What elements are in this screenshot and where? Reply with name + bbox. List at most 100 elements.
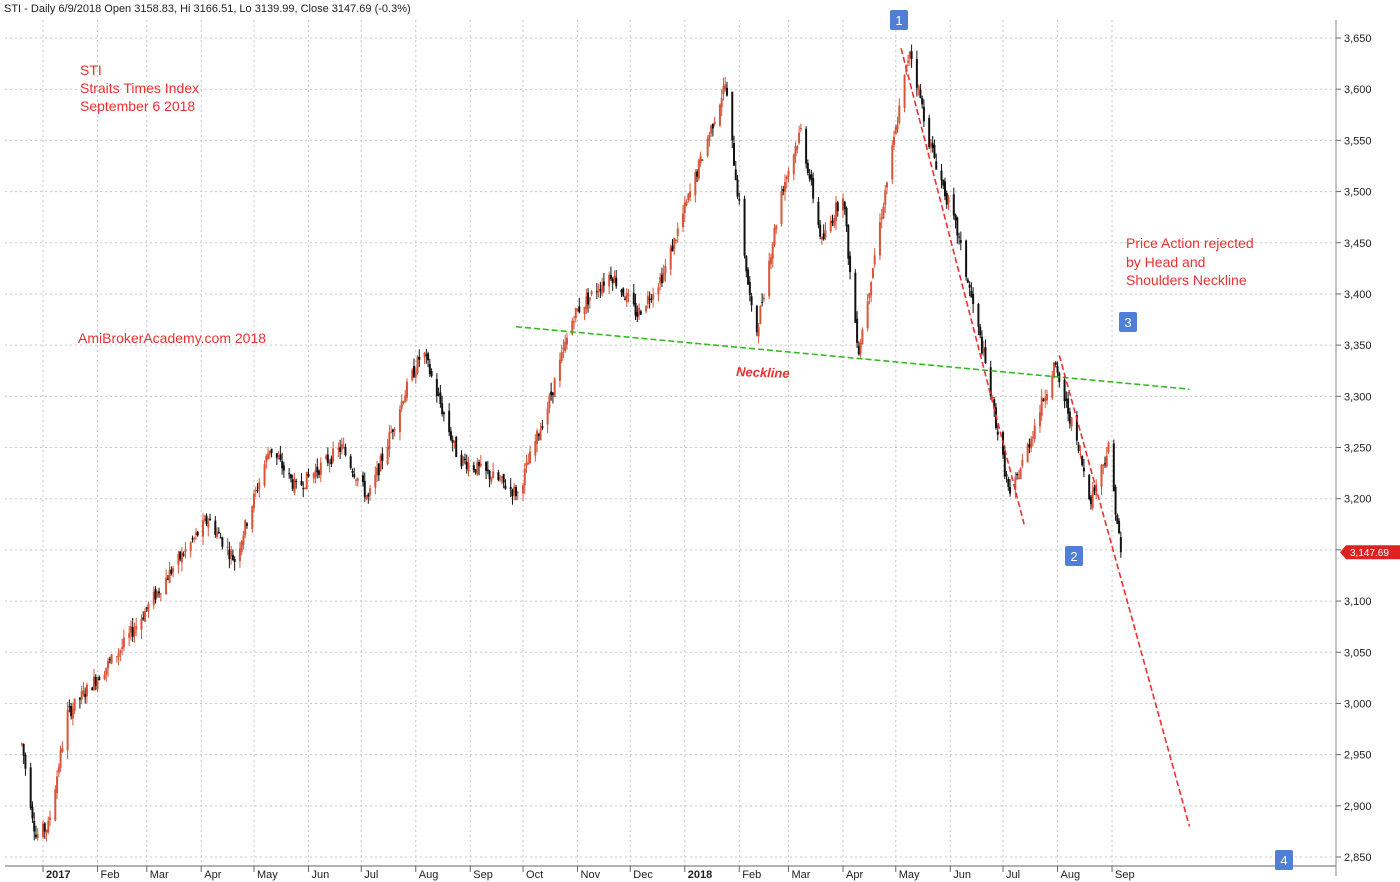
candle-body: [191, 538, 194, 540]
candle-body: [402, 401, 405, 403]
candle-body: [513, 486, 516, 494]
comment-line-2: by Head and: [1126, 254, 1205, 270]
candle-body: [56, 776, 59, 793]
candle-body: [337, 447, 340, 450]
candle-body: [59, 749, 62, 768]
candle-body: [226, 546, 229, 548]
candle-body: [871, 268, 874, 279]
candle-body: [312, 473, 315, 479]
candle-body: [627, 294, 630, 296]
candle-body: [935, 161, 938, 170]
y-tick-label: 3,450: [1344, 238, 1372, 250]
candle-body: [571, 321, 574, 335]
candle-body: [476, 461, 479, 475]
candle-body: [755, 305, 758, 333]
candle-body: [316, 466, 319, 473]
candle-body: [738, 199, 741, 201]
candle-body: [922, 106, 925, 122]
candle-body: [903, 74, 906, 109]
candle-body: [854, 272, 857, 323]
candle-body: [736, 179, 739, 197]
candle-body: [708, 134, 711, 141]
candle-body: [119, 650, 122, 653]
candle-body: [536, 430, 539, 444]
candle-body: [792, 154, 795, 175]
x-tick-label: Jun: [953, 869, 971, 881]
candle-body: [652, 294, 655, 300]
candle-body: [1019, 468, 1022, 479]
candle-body: [110, 654, 113, 664]
marker-label: 1: [895, 13, 902, 28]
candle-body: [748, 281, 751, 296]
marker-label: 4: [1280, 853, 1287, 868]
candle-body: [1116, 515, 1119, 524]
y-tick-label: 3,050: [1344, 647, 1372, 659]
candle-body: [159, 593, 162, 595]
candle-body: [427, 353, 430, 361]
candle-body: [1030, 438, 1033, 449]
marker-label: 2: [1070, 549, 1077, 564]
candle-body: [696, 171, 699, 177]
candle-body: [979, 326, 982, 336]
x-tick-label: Jul: [364, 869, 378, 881]
candle-body: [499, 479, 502, 481]
candle-body: [968, 284, 971, 288]
candle-body: [550, 391, 553, 396]
candle-body: [806, 163, 809, 173]
candle-body: [288, 473, 291, 475]
candle-body: [34, 834, 37, 838]
candle-body: [775, 225, 778, 230]
candle-body: [595, 291, 598, 293]
candle-body: [622, 288, 625, 296]
candle-body: [529, 451, 532, 464]
candle-body: [374, 474, 377, 488]
candle-body: [1053, 362, 1056, 378]
candle-body: [170, 569, 173, 574]
candle-body: [980, 336, 983, 354]
candle-body: [451, 439, 454, 443]
index-title-block: STI Straits Times Index September 6 2018: [80, 62, 199, 114]
candle-body: [342, 446, 345, 448]
candle-body: [525, 462, 528, 466]
candle-body: [1104, 463, 1107, 465]
candle-body: [720, 98, 723, 108]
candle-body: [73, 698, 76, 711]
candle-body: [676, 228, 679, 236]
candle-body: [84, 694, 87, 698]
candle-body: [956, 217, 959, 236]
candle-body: [588, 297, 591, 301]
candle-body: [479, 463, 482, 467]
candle-body: [762, 297, 765, 300]
x-tick-label: Feb: [742, 869, 761, 881]
candle-body: [1107, 442, 1110, 453]
candle-body: [794, 146, 797, 156]
candle-body: [944, 181, 947, 197]
candle-body: [731, 91, 734, 141]
candle-body: [689, 191, 692, 198]
candle-body: [694, 172, 697, 196]
candle-body: [1112, 443, 1115, 491]
candle-body: [866, 301, 869, 329]
x-tick-label: Sep: [473, 869, 493, 881]
candle-body: [230, 551, 233, 557]
candle-body: [982, 348, 985, 353]
candle-body: [143, 611, 146, 622]
candle-body: [743, 198, 746, 256]
candle-body: [664, 266, 667, 274]
candle-body: [942, 179, 945, 186]
candle-body: [810, 174, 813, 181]
candle-body: [523, 468, 526, 486]
candle-body: [915, 59, 918, 88]
candle-body: [449, 431, 452, 440]
candle-body: [722, 86, 725, 95]
marker-box: [1065, 546, 1083, 566]
candle-body: [878, 222, 881, 256]
candle-body: [546, 408, 549, 425]
index-name: Straits Times Index: [80, 80, 199, 96]
y-tick-label: 3,500: [1344, 187, 1372, 199]
candle-body: [907, 60, 910, 63]
candle-body: [245, 523, 248, 526]
candle-body: [759, 305, 762, 325]
candle-body: [369, 488, 372, 495]
candle-body: [423, 352, 426, 358]
